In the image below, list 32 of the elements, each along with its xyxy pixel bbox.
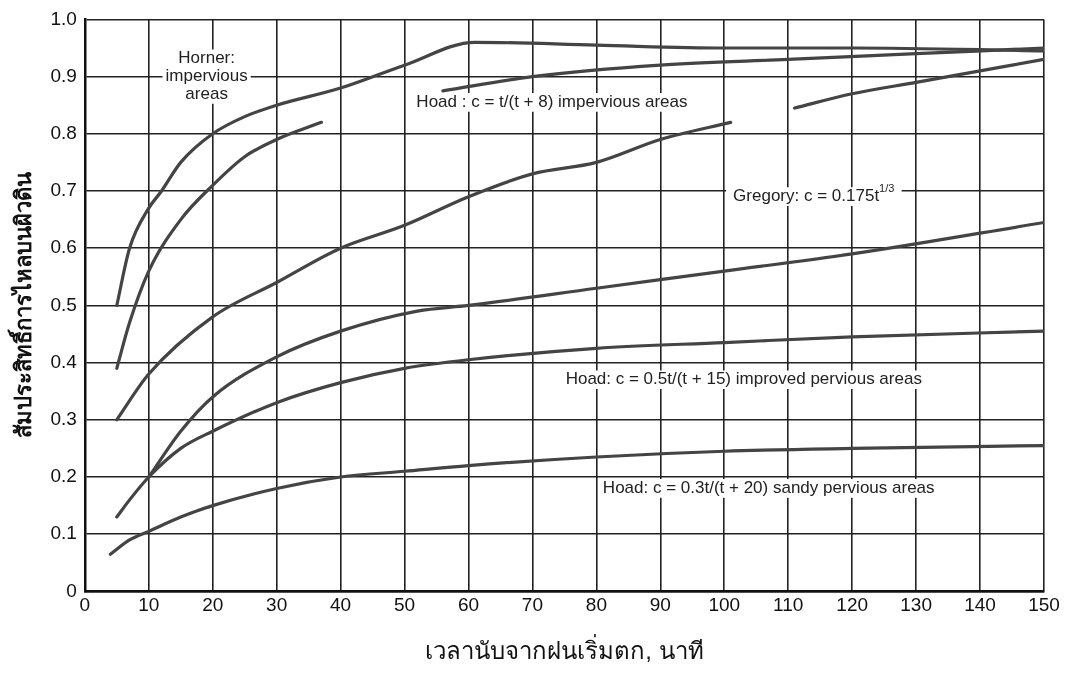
y-tick-label: 0.3 — [50, 408, 77, 430]
x-axis-title: เวลานับจากฝนเริ่มตก, นาที — [425, 634, 704, 665]
x-tick-label: 60 — [457, 594, 480, 616]
y-tick-label: 0.1 — [50, 522, 77, 544]
y-tick-label: 0 — [66, 579, 77, 601]
y-tick-label: 0.5 — [50, 293, 77, 315]
x-tick-label: 150 — [1028, 594, 1060, 616]
x-tick-label: 10 — [138, 594, 160, 616]
annotation: Hoad: c = 0.5t/(t + 15) improved pervious areas — [565, 369, 922, 389]
y-axis-title: สัมประสิทธิ์การไหลบนผิวดิน — [7, 172, 37, 439]
x-tick-label: 110 — [773, 594, 804, 616]
x-tick-label: 140 — [964, 594, 996, 616]
x-tick-label: 80 — [585, 594, 607, 616]
annotation: Horner: impervious areas — [165, 48, 248, 104]
y-tick-label: 0.9 — [50, 64, 77, 86]
annotation: Hoad: c = 0.3t/(t + 20) sandy pervious areas — [602, 478, 935, 498]
x-tick-label: 70 — [521, 594, 543, 616]
x-tick-label: 100 — [708, 594, 741, 616]
x-tick-label: 40 — [330, 594, 352, 616]
x-tick-label: 130 — [900, 594, 932, 616]
x-tick-label: 120 — [836, 594, 869, 616]
x-tick-label: 90 — [649, 594, 671, 616]
x-tick-label: 20 — [202, 594, 224, 616]
y-tick-label: 0.2 — [50, 465, 77, 487]
y-tick-label: 0.8 — [50, 122, 77, 144]
y-tick-label: 0.7 — [50, 179, 77, 201]
annotation: Hoad : c = t/(t + 8) impervious areas — [416, 92, 688, 112]
x-tick-label: 50 — [393, 594, 416, 616]
y-tick-label: 0.4 — [50, 350, 78, 372]
y-tick-label: 1.0 — [50, 7, 77, 29]
y-tick-label: 0.6 — [50, 236, 77, 258]
x-tick-label: 30 — [266, 594, 288, 616]
